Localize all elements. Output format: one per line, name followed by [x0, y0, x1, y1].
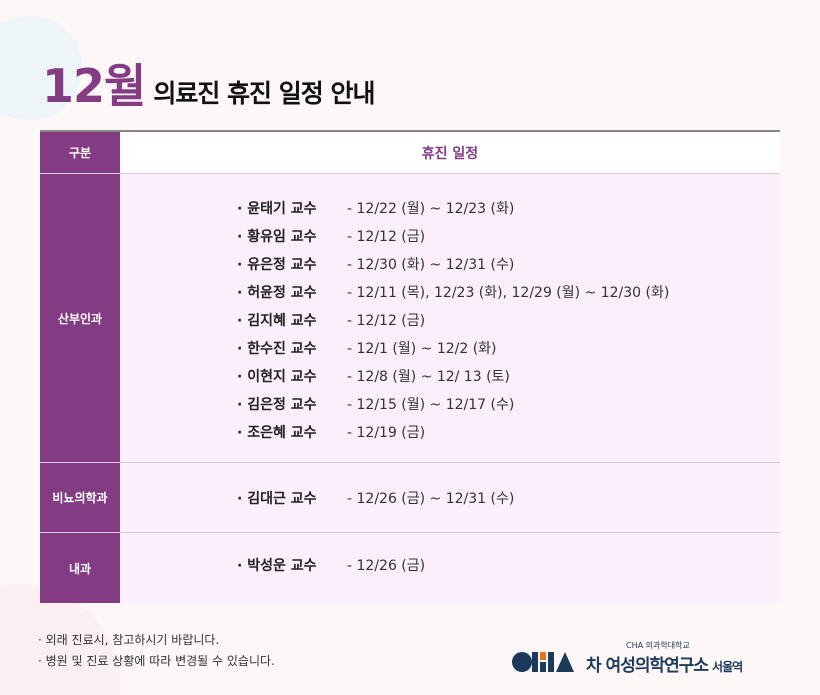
- section-entries: · 윤태기 교수 - 12/22 (월) ~ 12/23 (화) · 황유임 교수 -…: [120, 174, 780, 462]
- doctor-name: · 김지혜 교수: [237, 313, 317, 329]
- doctor-name: · 조은혜 교수: [237, 425, 317, 441]
- schedule-entry: · 이현지 교수 - 12/8 (월) ~ 12/ 13 (토): [120, 362, 780, 390]
- doctor-name: · 유은정 교수: [237, 257, 317, 273]
- schedule-entry: · 유은정 교수 - 12/30 (화) ~ 12/31 (수): [120, 250, 780, 278]
- leave-dates: - 12/1 (월) ~ 12/2 (화): [347, 341, 497, 357]
- leave-dates: - 12/8 (월) ~ 12/ 13 (토): [347, 369, 510, 385]
- note: · 병원 및 진료 상황에 따라 변경될 수 있습니다.: [38, 654, 275, 668]
- doctor-name: · 박성운 교수: [237, 558, 317, 574]
- leave-dates: - 12/26 (금) ~ 12/31 (수): [347, 491, 515, 507]
- section-category: 내과: [40, 533, 120, 603]
- page-title: 12월 의료진 휴진 일정 안내: [42, 50, 375, 116]
- note: · 외래 진료시, 참고하시기 바랍니다.: [38, 633, 220, 647]
- schedule-entry: · 허윤정 교수 - 12/11 (목), 12/23 (화), 12/29 (월…: [120, 278, 780, 306]
- leave-dates: - 12/22 (월) ~ 12/23 (화): [347, 201, 515, 217]
- leave-dates: - 12/11 (목), 12/23 (화), 12/29 (월) ~ 12/3…: [347, 285, 670, 301]
- title-text: 의료진 휴진 일정 안내: [153, 79, 375, 108]
- doctor-name: · 이현지 교수: [237, 369, 317, 385]
- logo-name: 차 여성의학연구소: [586, 656, 709, 676]
- section-urology: 비뇨의학과 · 김대근 교수 - 12/26 (금) ~ 12/31 (수): [40, 463, 780, 533]
- schedule-entry: · 한수진 교수 - 12/1 (월) ~ 12/2 (화): [120, 334, 780, 362]
- doctor-name: · 허윤정 교수: [237, 285, 317, 301]
- section-internal: 내과 · 박성운 교수 - 12/26 (금): [40, 533, 780, 603]
- leave-dates: - 12/12 (금): [347, 229, 426, 245]
- doctor-name: · 김대근 교수: [237, 491, 317, 507]
- schedule-entry: · 김대근 교수 - 12/26 (금) ~ 12/31 (수): [120, 484, 780, 512]
- logo-subtitle: CHA 의과학대학교: [626, 641, 690, 650]
- doctor-name: · 황유임 교수: [237, 229, 317, 245]
- leave-dates: - 12/19 (금): [347, 425, 426, 441]
- section-obgyn: 산부인과 · 윤태기 교수 - 12/22 (월) ~ 12/23 (화) · 황유…: [40, 174, 780, 463]
- leave-dates: - 12/12 (금): [347, 313, 426, 329]
- schedule-entry: · 황유임 교수 - 12/12 (금): [120, 222, 780, 250]
- section-entries: · 박성운 교수 - 12/26 (금): [120, 533, 780, 603]
- section-category: 산부인과: [40, 174, 120, 462]
- schedule-entry: · 김지혜 교수 - 12/12 (금): [120, 306, 780, 334]
- schedule-entry: · 박성운 교수 - 12/26 (금): [120, 551, 780, 579]
- title-month: 12월: [42, 59, 146, 113]
- doctor-name: · 한수진 교수: [237, 341, 317, 357]
- header-category: 구분: [40, 132, 120, 173]
- doctor-name: · 윤태기 교수: [237, 201, 317, 217]
- schedule-entry: · 윤태기 교수 - 12/22 (월) ~ 12/23 (화): [120, 194, 780, 222]
- section-category: 비뇨의학과: [40, 463, 120, 532]
- header-schedule: 휴진 일정: [120, 132, 780, 173]
- table-header: 구분 휴진 일정: [40, 132, 780, 174]
- schedule-entry: · 김은정 교수 - 12/15 (월) ~ 12/17 (수): [120, 390, 780, 418]
- leave-dates: - 12/26 (금): [347, 558, 426, 574]
- section-entries: · 김대근 교수 - 12/26 (금) ~ 12/31 (수): [120, 463, 780, 532]
- schedule-table: 구분 휴진 일정 산부인과 · 윤태기 교수 - 12/22 (월) ~ 12/2…: [40, 130, 780, 603]
- leave-dates: - 12/30 (화) ~ 12/31 (수): [347, 257, 515, 273]
- logo-branch: 서울역: [712, 660, 743, 674]
- notes: · 외래 진료시, 참고하시기 바랍니다. · 병원 및 진료 상황에 따라 변…: [38, 630, 275, 672]
- schedule-entry: · 조은혜 교수 - 12/19 (금): [120, 418, 780, 446]
- leave-dates: - 12/15 (월) ~ 12/17 (수): [347, 397, 515, 413]
- cha-logo: CHA 의과학대학교 차 여성의학연구소 서울역: [512, 640, 780, 676]
- cha-logo-mark: [512, 652, 574, 672]
- doctor-name: · 김은정 교수: [237, 397, 317, 413]
